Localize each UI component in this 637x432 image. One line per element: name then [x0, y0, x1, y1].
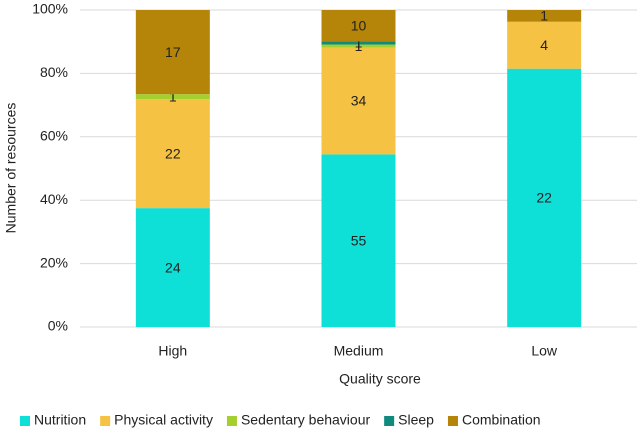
bar-segment	[135, 94, 210, 100]
data-label: 34	[351, 93, 367, 109]
bar-segment	[321, 154, 396, 327]
bar-segment	[135, 10, 210, 95]
bar-segment	[135, 99, 210, 209]
x-tick-label: Medium	[334, 343, 384, 359]
x-axis-title: Quality score	[339, 371, 421, 387]
data-label: 1	[355, 35, 363, 51]
bar-segment	[507, 10, 582, 22]
legend-swatch	[20, 416, 30, 426]
legend-swatch	[384, 416, 395, 426]
bar-segment	[321, 10, 396, 42]
bar-segment	[507, 21, 582, 69]
x-tick-label: High	[158, 343, 187, 359]
legend-label: Sleep	[398, 412, 434, 428]
data-label: 55	[351, 232, 367, 248]
data-label: 1	[169, 88, 177, 104]
legend-label: Nutrition	[34, 412, 86, 428]
y-tick-label: 20%	[40, 254, 68, 270]
legend-swatch	[100, 416, 111, 426]
data-label: 17	[165, 44, 181, 60]
legend-swatch	[226, 416, 237, 426]
y-tick-label: 60%	[40, 128, 68, 144]
bar-segment	[321, 41, 396, 45]
data-label: 10	[351, 17, 367, 33]
legend-label: Combination	[462, 412, 541, 428]
data-label: 1	[540, 8, 548, 24]
legend-swatch	[447, 416, 458, 426]
bar-segment	[507, 68, 582, 327]
legend-label: Physical activity	[114, 412, 213, 428]
bar-segment	[321, 47, 396, 155]
x-tick-label: Low	[531, 343, 558, 359]
bar-segment	[321, 44, 396, 48]
data-label: 4	[540, 37, 548, 53]
data-label: 22	[165, 145, 181, 161]
y-tick-label: 0%	[48, 318, 68, 334]
legend-label: Sedentary behaviour	[241, 412, 371, 428]
y-axis-title: Number of resources	[3, 103, 19, 234]
y-tick-label: 100%	[32, 1, 68, 17]
data-label: 1	[355, 38, 363, 54]
bar-segment	[135, 208, 210, 327]
data-label: 22	[536, 190, 552, 206]
y-tick-label: 80%	[40, 64, 68, 80]
data-label: 24	[165, 259, 181, 275]
y-tick-label: 40%	[40, 191, 68, 207]
